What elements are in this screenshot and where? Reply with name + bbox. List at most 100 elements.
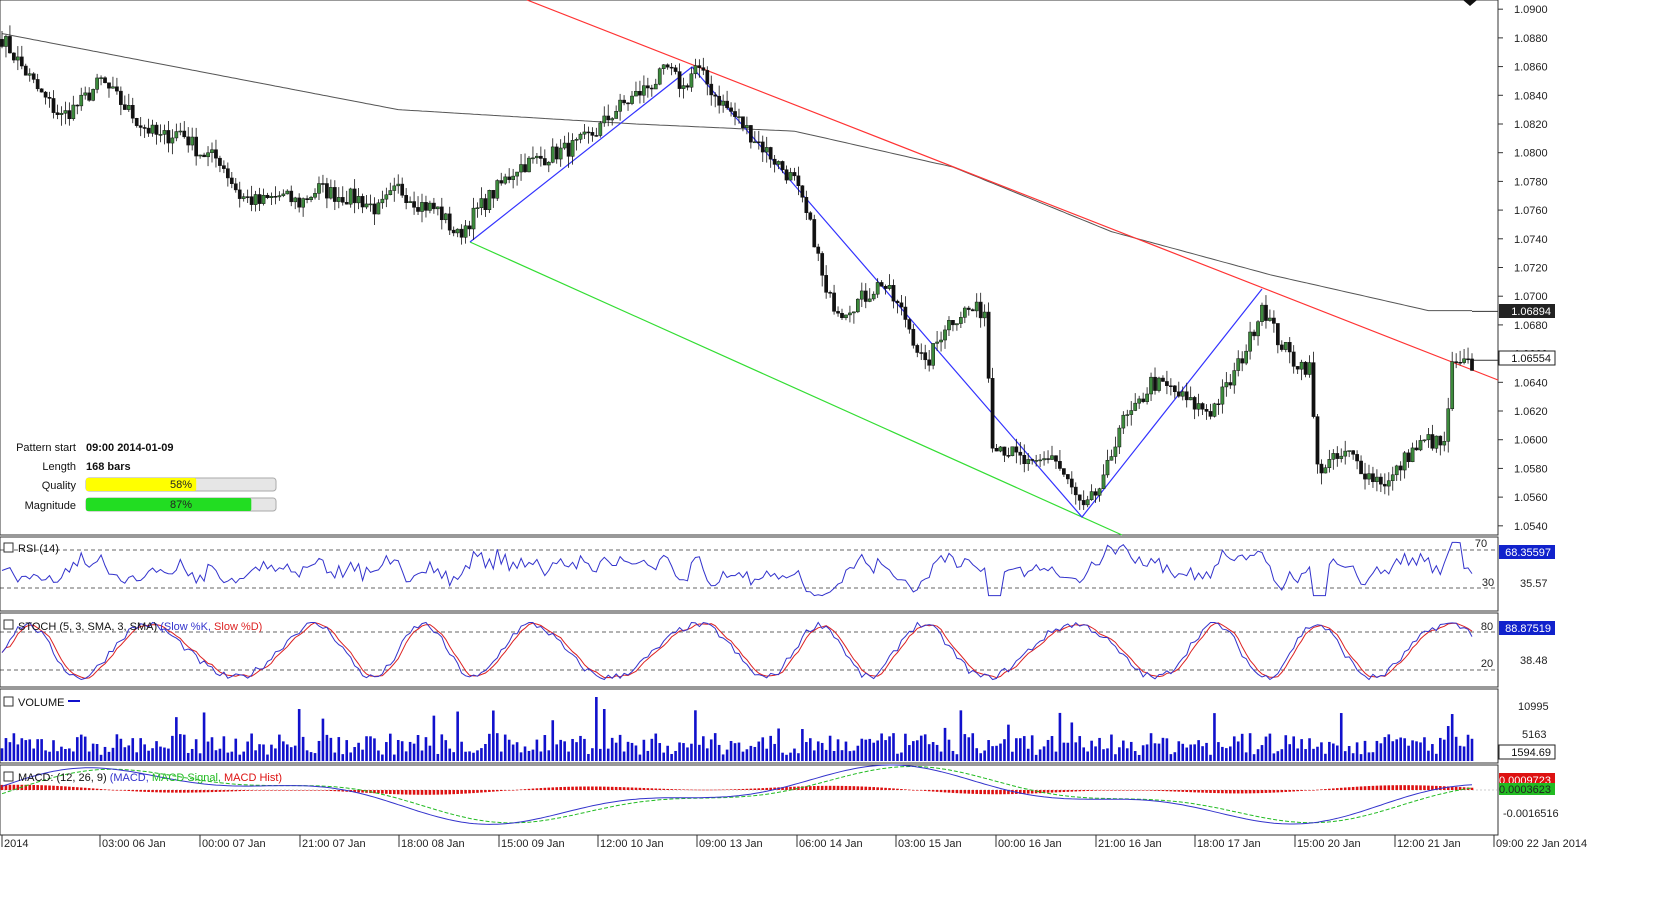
time-tick-label: 15:00 20 Jan xyxy=(1297,838,1361,850)
volume-bar xyxy=(1042,746,1046,761)
candle-body-down xyxy=(1058,461,1062,469)
candle-body-up xyxy=(487,190,492,210)
candle xyxy=(745,116,749,135)
candle xyxy=(1022,444,1027,473)
macd-hist-bar xyxy=(4,784,8,790)
candle-body-down xyxy=(1240,358,1245,364)
candle-body-down xyxy=(344,202,349,205)
volume-bar xyxy=(559,739,562,761)
volume-bar xyxy=(622,751,626,761)
candle xyxy=(249,185,254,212)
volume-bar xyxy=(1391,741,1395,761)
candle xyxy=(1101,464,1106,489)
volume-bar xyxy=(1003,739,1006,761)
volume-bar xyxy=(793,748,796,761)
macd-hist-bar xyxy=(79,787,83,790)
candle xyxy=(487,189,492,214)
candle-body-up xyxy=(1050,455,1054,460)
macd-hist-bar xyxy=(238,790,242,792)
candle-body-down xyxy=(1379,476,1383,485)
candle xyxy=(760,135,765,162)
macd-hist-bar xyxy=(892,788,895,790)
macd-close-icon[interactable] xyxy=(3,771,14,782)
candle xyxy=(515,171,519,186)
rsi-close-icon[interactable] xyxy=(3,542,14,553)
volume-bar xyxy=(1236,741,1240,761)
volume-bar xyxy=(1125,748,1129,761)
candle-body-down xyxy=(1275,323,1280,346)
volume-bar xyxy=(103,746,107,761)
candle xyxy=(416,196,420,216)
candle-body-down xyxy=(808,212,813,220)
candle-body-down xyxy=(245,196,250,198)
volume-bar xyxy=(904,733,907,761)
candle xyxy=(701,57,706,76)
macd-hist-bar xyxy=(1411,785,1414,790)
stoch-close-icon[interactable] xyxy=(3,619,14,630)
volume-bar xyxy=(1074,742,1078,761)
volume-bar xyxy=(1110,734,1113,761)
macd-hist-bar xyxy=(912,789,915,791)
candle xyxy=(150,119,155,137)
macd-hist-bar xyxy=(420,790,424,795)
volume-bar xyxy=(293,745,297,761)
candle-body-down xyxy=(447,213,452,231)
candle xyxy=(1268,309,1272,322)
volume-bar xyxy=(190,748,194,761)
candle xyxy=(1133,393,1138,412)
volume-tick-high: 10995 xyxy=(1518,701,1549,713)
candle-body-down xyxy=(499,180,504,184)
rsi-current-box xyxy=(1499,545,1555,559)
macd-hist-bar xyxy=(99,789,103,790)
macd-hist-bar xyxy=(654,788,658,790)
volume-bar xyxy=(72,751,75,761)
macd-hist-bar xyxy=(1264,790,1268,793)
volume-bar xyxy=(919,735,923,761)
scroll-marker-icon[interactable] xyxy=(1463,0,1477,6)
candle xyxy=(812,214,817,248)
candle xyxy=(689,67,694,92)
candle-body-up xyxy=(721,100,725,106)
volume-bar xyxy=(194,739,198,761)
macd-hist-bar xyxy=(495,790,499,792)
candle xyxy=(653,78,658,90)
candle xyxy=(1470,353,1474,371)
volume-bar xyxy=(400,741,404,761)
volume-current: 1594.69 xyxy=(1511,747,1551,759)
macd-hist-bar xyxy=(591,786,594,790)
candle-body-up xyxy=(955,323,959,326)
macd-hist-bar xyxy=(52,785,55,790)
volume-bar xyxy=(943,727,947,761)
macd-hist-bar xyxy=(1446,786,1450,790)
macd-hist-bar xyxy=(733,789,737,790)
candle-body-down xyxy=(1398,465,1403,471)
macd-hist-bar xyxy=(884,787,887,790)
macd-hist-bar xyxy=(535,788,539,790)
macd-hist-bar xyxy=(1177,790,1181,792)
macd-hist-bar xyxy=(1304,790,1307,791)
candle xyxy=(194,127,199,166)
candle xyxy=(733,102,737,126)
candle xyxy=(955,323,959,331)
candle xyxy=(297,193,302,213)
volume-close-icon[interactable] xyxy=(3,696,14,707)
candle-body-down xyxy=(249,196,254,205)
candle-body-down xyxy=(677,71,682,89)
macd-hist-bar xyxy=(412,790,416,795)
price-tick-label: 1.0780 xyxy=(1514,176,1548,188)
volume-bar xyxy=(1137,754,1141,761)
macd-hist-bar xyxy=(40,785,43,790)
candle xyxy=(927,350,932,372)
candle xyxy=(1125,409,1130,427)
candle-body-down xyxy=(903,306,908,320)
candle-body-down xyxy=(1002,446,1007,456)
candle-body-down xyxy=(590,132,595,136)
candle xyxy=(832,284,836,315)
candle-body-up xyxy=(1196,403,1201,410)
macd-hist-bar xyxy=(1383,785,1387,790)
macd-hist-bar xyxy=(448,790,452,795)
candle xyxy=(1038,453,1042,468)
candle-body-down xyxy=(1081,500,1086,506)
macd-hist-bar xyxy=(1320,789,1323,790)
macd-hist-bar xyxy=(876,787,879,790)
